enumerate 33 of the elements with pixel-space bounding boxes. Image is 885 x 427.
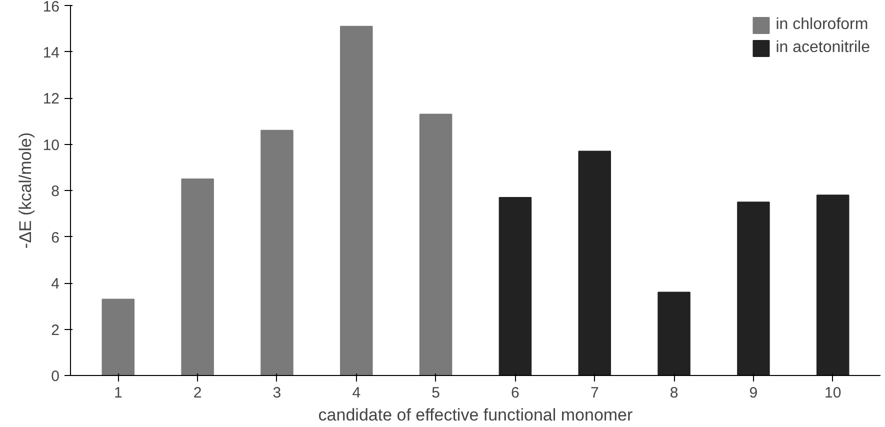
x-tick-label: 6 — [511, 384, 520, 402]
bar — [102, 298, 135, 376]
x-tick-label: 10 — [824, 384, 842, 402]
x-tick-label: 3 — [272, 384, 282, 402]
legend-label: in chloroform — [776, 16, 868, 34]
y-tick-label: 0 — [51, 368, 60, 385]
bar — [340, 26, 373, 376]
y-tick-label: 2 — [51, 322, 60, 339]
legend-label: in acetonitrile — [776, 39, 870, 57]
bar — [260, 130, 294, 376]
x-tick-label: 7 — [590, 384, 599, 402]
y-axis-title: -ΔE (kcal/mole) — [16, 132, 35, 249]
bar — [816, 194, 850, 376]
bar — [737, 202, 770, 376]
x-tick-label: 1 — [114, 384, 122, 402]
bar — [498, 196, 532, 376]
bar — [658, 292, 690, 376]
y-tick-label: 4 — [51, 276, 60, 292]
y-tick-label: 6 — [51, 229, 60, 246]
y-tick-label: 14 — [42, 44, 60, 62]
y-tick-label: 16 — [42, 0, 60, 16]
x-tick-label: 2 — [193, 384, 202, 402]
y-tick-label: 10 — [42, 136, 60, 154]
x-tick-label: 9 — [749, 384, 758, 402]
bar — [578, 150, 611, 376]
x-axis-title: candidate of effective functional monomer — [318, 406, 634, 424]
bar — [181, 178, 214, 376]
x-tick-label: 8 — [670, 384, 678, 402]
x-tick-label: 5 — [432, 384, 440, 402]
bar — [419, 114, 452, 376]
x-tick-label: 4 — [352, 384, 361, 402]
y-tick-label: 12 — [42, 90, 60, 108]
y-tick-label: 8 — [51, 183, 60, 200]
